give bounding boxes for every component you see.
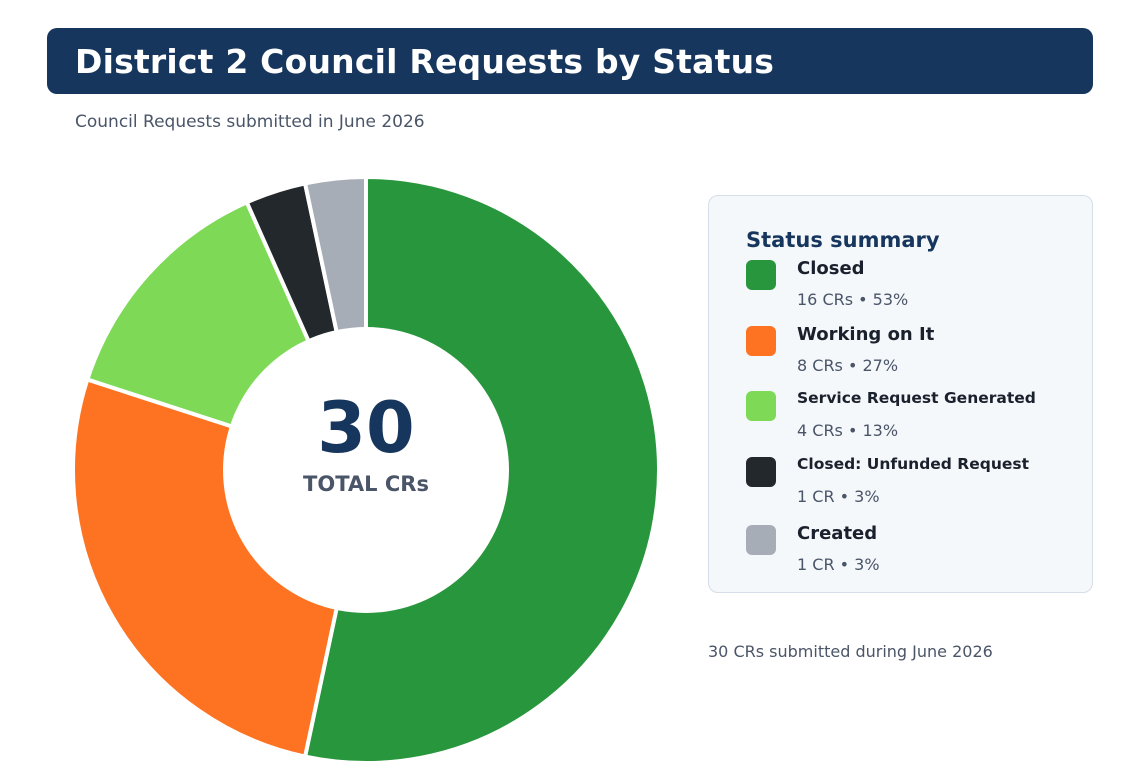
legend-item-closed-unfunded-request: Closed: Unfunded Request 1 CR • 3%: [746, 455, 1076, 515]
total-label: TOTAL CRs: [303, 472, 429, 496]
legend-stats: 8 CRs • 27%: [797, 356, 899, 375]
legend-stats: 16 CRs • 53%: [797, 290, 909, 309]
legend-swatch: [746, 457, 776, 487]
legend-stats: 1 CR • 3%: [797, 487, 880, 506]
legend-title: Status summary: [746, 228, 940, 252]
legend-item-closed: Closed 16 CRs • 53%: [746, 258, 1076, 318]
legend-item-created: Created 1 CR • 3%: [746, 523, 1076, 583]
legend-stats: 4 CRs • 13%: [797, 421, 899, 440]
legend-stats: 1 CR • 3%: [797, 555, 880, 574]
donut-hole: [223, 327, 509, 613]
legend-label: Service Request Generated: [797, 389, 1036, 407]
footnote: 30 CRs submitted during June 2026: [708, 642, 993, 661]
legend-label: Created: [797, 523, 878, 544]
legend-label: Working on It: [797, 324, 935, 345]
total-value: 30: [317, 387, 414, 469]
legend-swatch: [746, 391, 776, 421]
legend-swatch: [746, 525, 776, 555]
legend-swatch: [746, 260, 776, 290]
legend-label: Closed: Unfunded Request: [797, 455, 1030, 473]
title-bar: District 2 Council Requests by Status: [47, 28, 1093, 94]
legend-item-service-request-generated: Service Request Generated 4 CRs • 13%: [746, 389, 1076, 449]
chart-subtitle: Council Requests submitted in June 2026: [75, 112, 425, 132]
donut-chart: 30 TOTAL CRs: [71, 175, 661, 765]
legend-label: Closed: [797, 258, 865, 279]
status-summary-panel: Status summary Closed 16 CRs • 53% Worki…: [708, 195, 1093, 593]
page-title: District 2 Council Requests by Status: [75, 41, 775, 81]
legend-item-working-on-it: Working on It 8 CRs • 27%: [746, 324, 1076, 384]
legend-swatch: [746, 326, 776, 356]
